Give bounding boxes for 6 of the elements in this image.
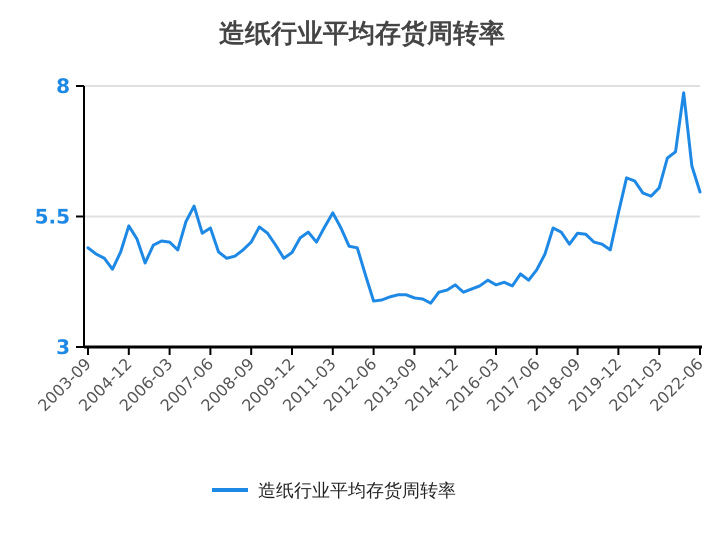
chart-title: 造纸行业平均存货周转率	[219, 19, 505, 49]
legend-label: 造纸行业平均存货周转率	[258, 480, 456, 502]
line-series	[86, 91, 702, 305]
y-tick-label: 3	[56, 335, 70, 359]
y-tick-label: 5.5	[34, 204, 70, 228]
y-tick-label: 8	[56, 74, 70, 98]
